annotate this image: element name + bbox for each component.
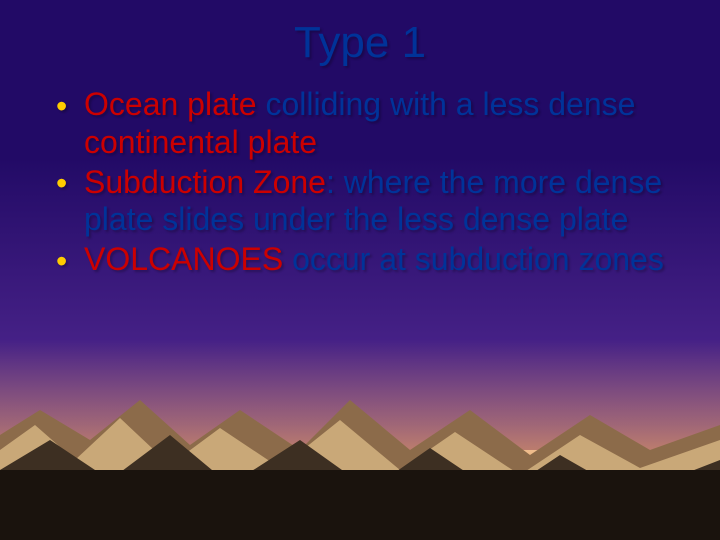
bullet-list: • Ocean plate colliding with a less dense… bbox=[48, 86, 672, 279]
bullet-text-segment: colliding with a less dense bbox=[257, 86, 645, 122]
bullet-item: • VOLCANOES occur at subduction zones bbox=[56, 241, 672, 279]
bullet-text-segment: VOLCANOES bbox=[84, 241, 283, 277]
bullet-text-segment: occur at subduction zones bbox=[283, 241, 664, 277]
bullet-dot-icon: • bbox=[56, 88, 67, 126]
bullet-item: • Ocean plate colliding with a less dense… bbox=[56, 86, 672, 162]
bullet-dot-icon: • bbox=[56, 243, 67, 281]
bullet-dot-icon: • bbox=[56, 165, 67, 203]
bullet-text-segment: continental plate bbox=[84, 124, 317, 160]
content-area: Type 1 • Ocean plate colliding with a les… bbox=[0, 0, 720, 540]
slide: Type 1 • Ocean plate colliding with a les… bbox=[0, 0, 720, 540]
bullet-text-segment: Ocean plate bbox=[84, 86, 257, 122]
slide-title: Type 1 bbox=[48, 18, 672, 68]
bullet-item: •Subduction Zone: where the more dense p… bbox=[56, 164, 672, 240]
bullet-text-segment: Subduction Zone bbox=[84, 164, 326, 200]
